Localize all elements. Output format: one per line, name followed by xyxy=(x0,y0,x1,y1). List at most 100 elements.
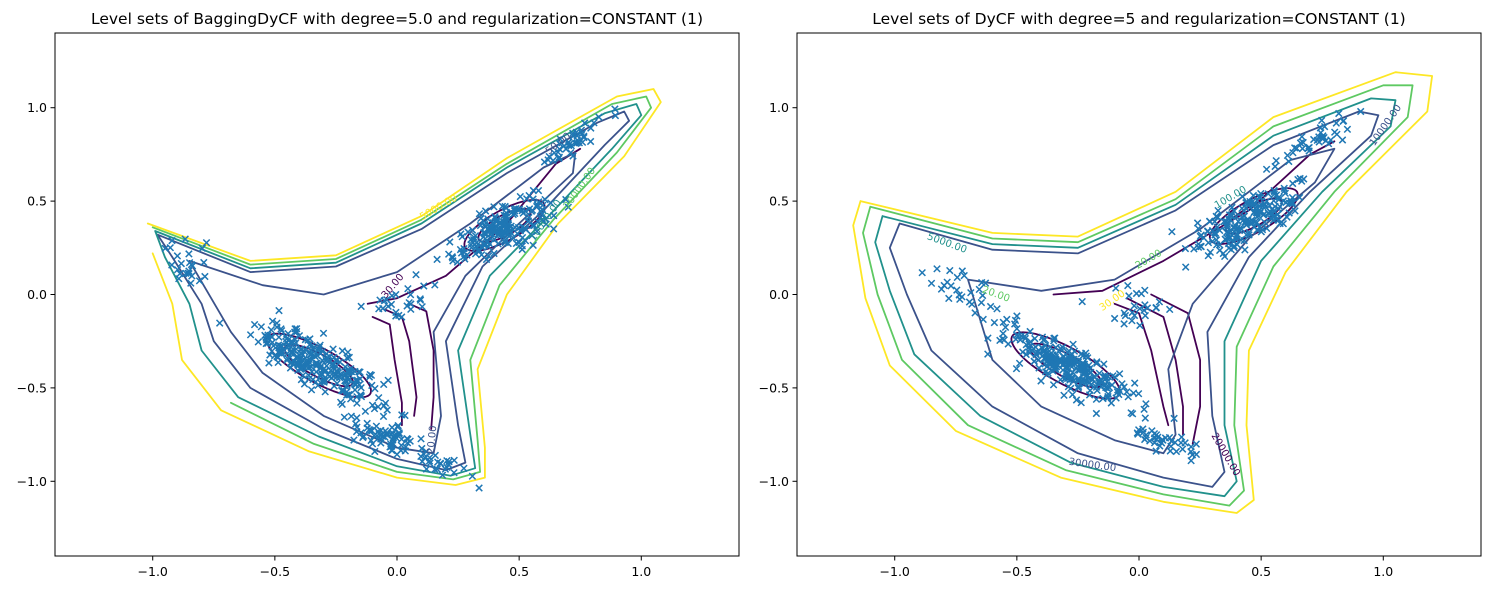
scatter-point xyxy=(1143,304,1152,312)
scatter-point xyxy=(420,282,428,290)
scatter-point xyxy=(1110,314,1119,323)
scatter-point xyxy=(971,309,979,317)
scatter-point xyxy=(1092,359,1101,368)
scatter-point xyxy=(1295,193,1304,202)
scatter-point xyxy=(1100,373,1109,381)
scatter-point xyxy=(958,267,967,275)
scatter-point xyxy=(569,129,577,138)
scatter-point xyxy=(484,215,492,223)
scatter-point xyxy=(541,195,549,204)
scatter-point xyxy=(534,186,543,195)
scatter-point xyxy=(168,261,176,269)
scatter-point xyxy=(1188,451,1197,459)
x-tick-label: 1.0 xyxy=(631,564,651,579)
scatter-point xyxy=(984,350,992,358)
scatter-point xyxy=(555,139,564,148)
scatter-point xyxy=(1318,135,1327,143)
contour-line-level-3 xyxy=(154,103,643,477)
scatter-point xyxy=(1214,206,1222,215)
scatter-point xyxy=(1118,380,1126,388)
scatter-point xyxy=(1343,125,1352,134)
scatter-point xyxy=(1134,426,1143,434)
scatter-point xyxy=(422,465,431,473)
scatter-point xyxy=(590,119,598,127)
contour-line-level-1 xyxy=(1125,297,1184,436)
contour-line-level-1 xyxy=(371,316,403,427)
contour-line-level-2 xyxy=(156,110,630,471)
scatter-point xyxy=(1237,225,1246,233)
scatter-point xyxy=(486,230,494,239)
scatter-point xyxy=(433,255,441,264)
scatter-point xyxy=(1092,383,1101,391)
scatter-point xyxy=(392,308,400,317)
scatter-point xyxy=(450,468,458,477)
scatter-point xyxy=(1275,195,1283,204)
scatter-point xyxy=(539,201,547,210)
scatter-point xyxy=(1095,369,1104,378)
scatter-point xyxy=(284,336,293,344)
scatter-point xyxy=(468,472,477,480)
scatter-point xyxy=(578,129,587,138)
scatter-point xyxy=(295,331,304,340)
scatter-point xyxy=(198,244,207,253)
scatter-point xyxy=(416,296,425,304)
scatter-point xyxy=(475,209,484,218)
scatter-point xyxy=(1320,122,1329,131)
contour-line-level-2 xyxy=(967,147,1336,455)
scatter-point xyxy=(377,439,385,447)
scatter-point xyxy=(511,223,519,232)
scatter-point xyxy=(1037,377,1045,385)
scatter-point xyxy=(1249,191,1258,200)
scatter-point xyxy=(575,139,584,147)
scatter-point xyxy=(1205,217,1214,226)
scatter-point xyxy=(502,211,510,220)
scatter-point xyxy=(371,447,379,456)
y-tick-label: 1.0 xyxy=(769,100,789,115)
scatter-point xyxy=(503,230,512,238)
scatter-point xyxy=(1172,447,1181,456)
scatter-point xyxy=(1271,162,1279,171)
scatter-point xyxy=(1105,383,1114,392)
scatter-point xyxy=(1044,369,1052,377)
scatter-point xyxy=(275,349,283,357)
scatter-point xyxy=(460,464,468,473)
y-tick-label: 0.5 xyxy=(769,194,789,209)
scatter-point xyxy=(1261,203,1270,211)
scatter-point xyxy=(329,345,337,353)
scatter-point xyxy=(472,242,480,251)
scatter-point xyxy=(288,358,296,367)
scatter-point xyxy=(569,132,577,140)
scatter-point xyxy=(1264,190,1272,198)
scatter-point xyxy=(937,285,946,293)
scatter-point xyxy=(1015,359,1024,368)
scatter-point xyxy=(448,254,457,262)
scatter-point xyxy=(1014,332,1023,340)
scatter-point xyxy=(1156,442,1164,450)
scatter-point xyxy=(374,393,383,402)
scatter-point xyxy=(320,378,328,386)
scatter-point xyxy=(374,403,382,411)
scatter-point xyxy=(978,291,987,300)
scatter-point xyxy=(489,219,498,228)
scatter-point xyxy=(1020,332,1029,341)
scatter-point xyxy=(1074,382,1083,391)
scatter-point xyxy=(1356,107,1365,116)
scatter-point xyxy=(340,413,349,421)
scatter-point xyxy=(314,345,323,354)
scatter-point xyxy=(333,379,341,388)
scatter-point xyxy=(380,401,388,410)
scatter-point xyxy=(412,270,420,279)
scatter-point xyxy=(291,325,299,333)
scatter-point xyxy=(418,457,426,466)
scatter-point xyxy=(443,456,451,465)
scatter-point xyxy=(392,430,401,439)
scatter-point xyxy=(353,399,361,407)
scatter-point xyxy=(200,258,208,267)
scatter-point xyxy=(1072,396,1081,404)
scatter-point xyxy=(1276,202,1284,211)
scatter-point xyxy=(1056,375,1065,384)
scatter-point xyxy=(1257,228,1266,236)
scatter-point xyxy=(457,249,466,257)
scatter-point xyxy=(379,304,387,313)
